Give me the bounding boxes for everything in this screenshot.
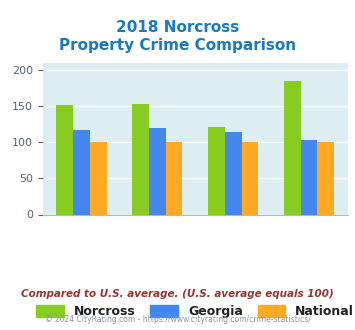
Bar (56, 105, 73, 214)
Bar (208, 127, 225, 214)
Bar (241, 142, 258, 214)
Bar (149, 128, 166, 214)
Text: Property Crime Comparison: Property Crime Comparison (59, 38, 296, 53)
Text: Compared to U.S. average. (U.S. average equals 100): Compared to U.S. average. (U.S. average … (21, 289, 334, 299)
Text: © 2024 CityRating.com - https://www.cityrating.com/crime-statistics/: © 2024 CityRating.com - https://www.city… (45, 315, 310, 324)
Bar (166, 142, 182, 214)
Legend: Norcross, Georgia, National: Norcross, Georgia, National (31, 300, 355, 323)
Bar (90, 142, 106, 214)
Bar (73, 130, 90, 214)
Bar (132, 104, 149, 214)
Text: 2018 Norcross: 2018 Norcross (116, 20, 239, 35)
Bar (317, 142, 334, 214)
Bar (225, 132, 241, 214)
Bar (301, 140, 317, 214)
Bar (284, 82, 301, 214)
